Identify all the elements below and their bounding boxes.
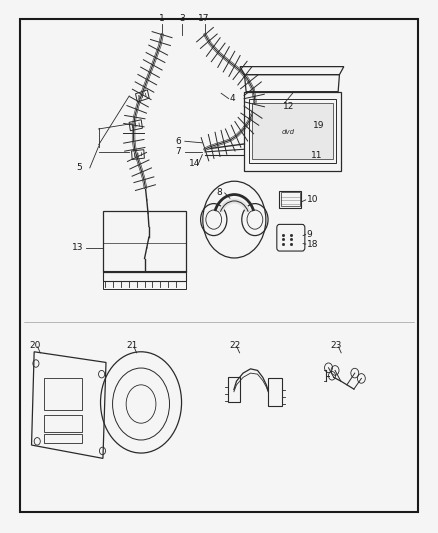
- Text: 5: 5: [77, 164, 82, 172]
- Bar: [252, 103, 333, 159]
- Bar: [103, 211, 186, 272]
- Text: 14: 14: [189, 159, 201, 168]
- Bar: [244, 92, 341, 171]
- Text: 18: 18: [307, 240, 318, 248]
- Bar: [44, 434, 82, 443]
- Text: 6: 6: [175, 137, 181, 146]
- Bar: [228, 377, 240, 402]
- Text: dvd: dvd: [282, 129, 295, 135]
- Text: 23: 23: [331, 341, 342, 350]
- Bar: [44, 378, 82, 410]
- Bar: [103, 281, 186, 289]
- Text: 1: 1: [159, 14, 165, 23]
- Text: 20: 20: [30, 341, 41, 350]
- Text: 17: 17: [198, 14, 209, 23]
- Bar: [268, 378, 282, 406]
- Text: 7: 7: [175, 148, 181, 156]
- Text: 3: 3: [179, 14, 185, 23]
- Text: 9: 9: [307, 230, 312, 239]
- Text: 19: 19: [313, 121, 325, 130]
- Text: 10: 10: [307, 196, 318, 204]
- Text: 4: 4: [230, 94, 236, 103]
- Text: 8: 8: [217, 189, 223, 197]
- Bar: [103, 271, 186, 281]
- Bar: [249, 99, 336, 163]
- Text: 11: 11: [311, 151, 322, 160]
- Bar: [281, 192, 300, 206]
- Bar: [44, 415, 82, 432]
- Text: 21: 21: [126, 341, 138, 350]
- Text: 12: 12: [283, 102, 294, 111]
- Text: 22: 22: [229, 341, 240, 350]
- Text: 13: 13: [72, 244, 84, 252]
- Bar: [279, 191, 301, 208]
